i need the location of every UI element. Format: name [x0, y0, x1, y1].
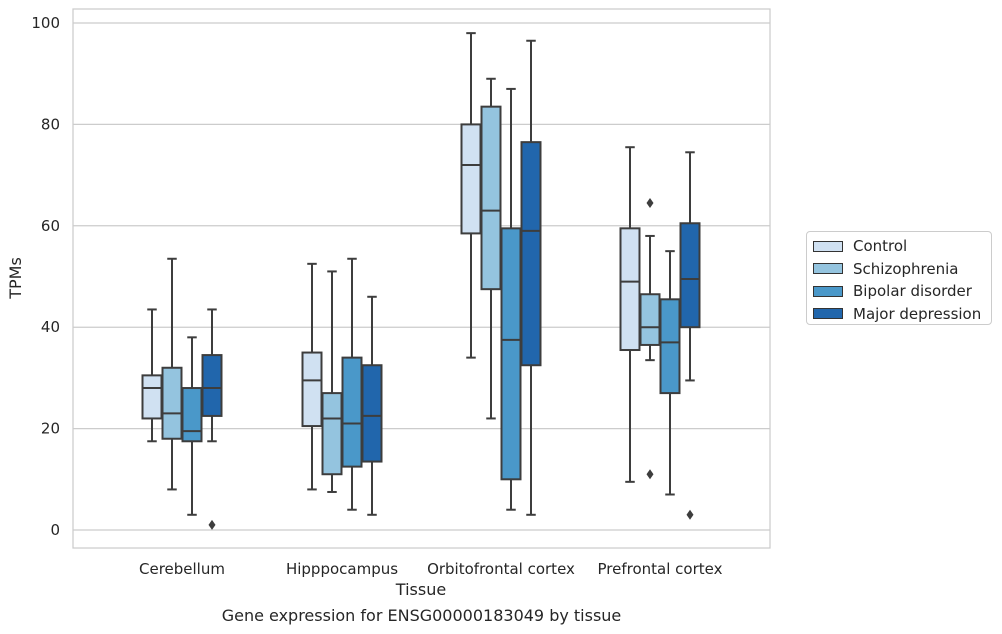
gridlines	[73, 22, 770, 531]
box-major-depression	[520, 39, 542, 516]
legend-label: Major depression	[853, 304, 982, 323]
iqr-box	[141, 374, 163, 420]
x-axis-label: Tissue	[395, 580, 446, 599]
iqr-box	[480, 105, 502, 291]
legend-swatch	[813, 308, 843, 320]
legend-item: Bipolar disorder	[813, 280, 991, 303]
iqr-box	[301, 351, 323, 428]
chart-caption: Gene expression for ENSG00000183049 by t…	[221, 606, 622, 625]
box-control	[141, 308, 163, 443]
box-control	[460, 32, 482, 359]
legend-swatch	[813, 240, 843, 252]
y-tick-label: 0	[50, 521, 60, 539]
iqr-box	[181, 387, 203, 443]
legend-label: Control	[853, 237, 908, 256]
x-tick-label: Prefrontal cortex	[598, 560, 723, 578]
y-tick-labels: 0 20 40 60 80 100	[31, 14, 60, 539]
x-tick-labels: Cerebellum Hipppocampus Orbitofrontal cort…	[139, 560, 723, 578]
iqr-box	[500, 227, 522, 481]
box-control	[301, 262, 323, 491]
iqr-box	[679, 222, 701, 329]
x-tick-label: Cerebellum	[139, 560, 225, 578]
box-schizophrenia	[480, 77, 502, 420]
iqr-box	[341, 356, 363, 468]
y-tick-label: 20	[41, 420, 60, 438]
box-major-depression	[361, 295, 383, 516]
iqr-box	[361, 364, 383, 463]
y-tick-label: 60	[41, 217, 60, 235]
legend-item: Schizophrenia	[813, 258, 991, 281]
y-tick-label: 80	[41, 115, 60, 133]
iqr-box	[639, 293, 661, 346]
box-control	[619, 146, 641, 483]
y-tick-label: 100	[31, 14, 60, 32]
iqr-box	[321, 392, 343, 476]
legend-label: Schizophrenia	[853, 259, 959, 278]
y-tick-label: 40	[41, 318, 60, 336]
outlier-point	[646, 197, 654, 208]
legend: Control Schizophrenia Bipolar disorder Majo…	[806, 231, 992, 325]
box-schizophrenia	[639, 197, 661, 480]
box-schizophrenia	[161, 257, 183, 491]
plot-area-frame	[72, 8, 771, 549]
legend-item: Major depression	[813, 303, 991, 326]
iqr-box	[659, 298, 681, 395]
box-schizophrenia	[321, 270, 343, 493]
legend-swatch	[813, 263, 843, 275]
x-tick-label: Hipppocampus	[286, 560, 398, 578]
outlier-point	[208, 519, 216, 530]
iqr-box	[460, 123, 482, 235]
box-major-depression	[679, 151, 701, 520]
box-bipolar-disorder	[659, 250, 681, 496]
box-major-depression	[201, 308, 223, 530]
boxes	[141, 32, 701, 530]
iqr-box	[161, 366, 183, 440]
legend-swatch	[813, 285, 843, 297]
x-tick-label: Orbitofrontal cortex	[427, 560, 575, 578]
box-bipolar-disorder	[181, 336, 203, 516]
box-bipolar-disorder	[500, 87, 522, 511]
outlier-point	[646, 469, 654, 480]
legend-item: Control	[813, 235, 991, 258]
iqr-box	[520, 141, 542, 367]
outlier-point	[686, 509, 694, 520]
box-bipolar-disorder	[341, 257, 363, 511]
y-axis-label: TPMs	[6, 257, 25, 300]
iqr-box	[201, 354, 223, 417]
iqr-box	[619, 227, 641, 352]
legend-label: Bipolar disorder	[853, 282, 972, 301]
